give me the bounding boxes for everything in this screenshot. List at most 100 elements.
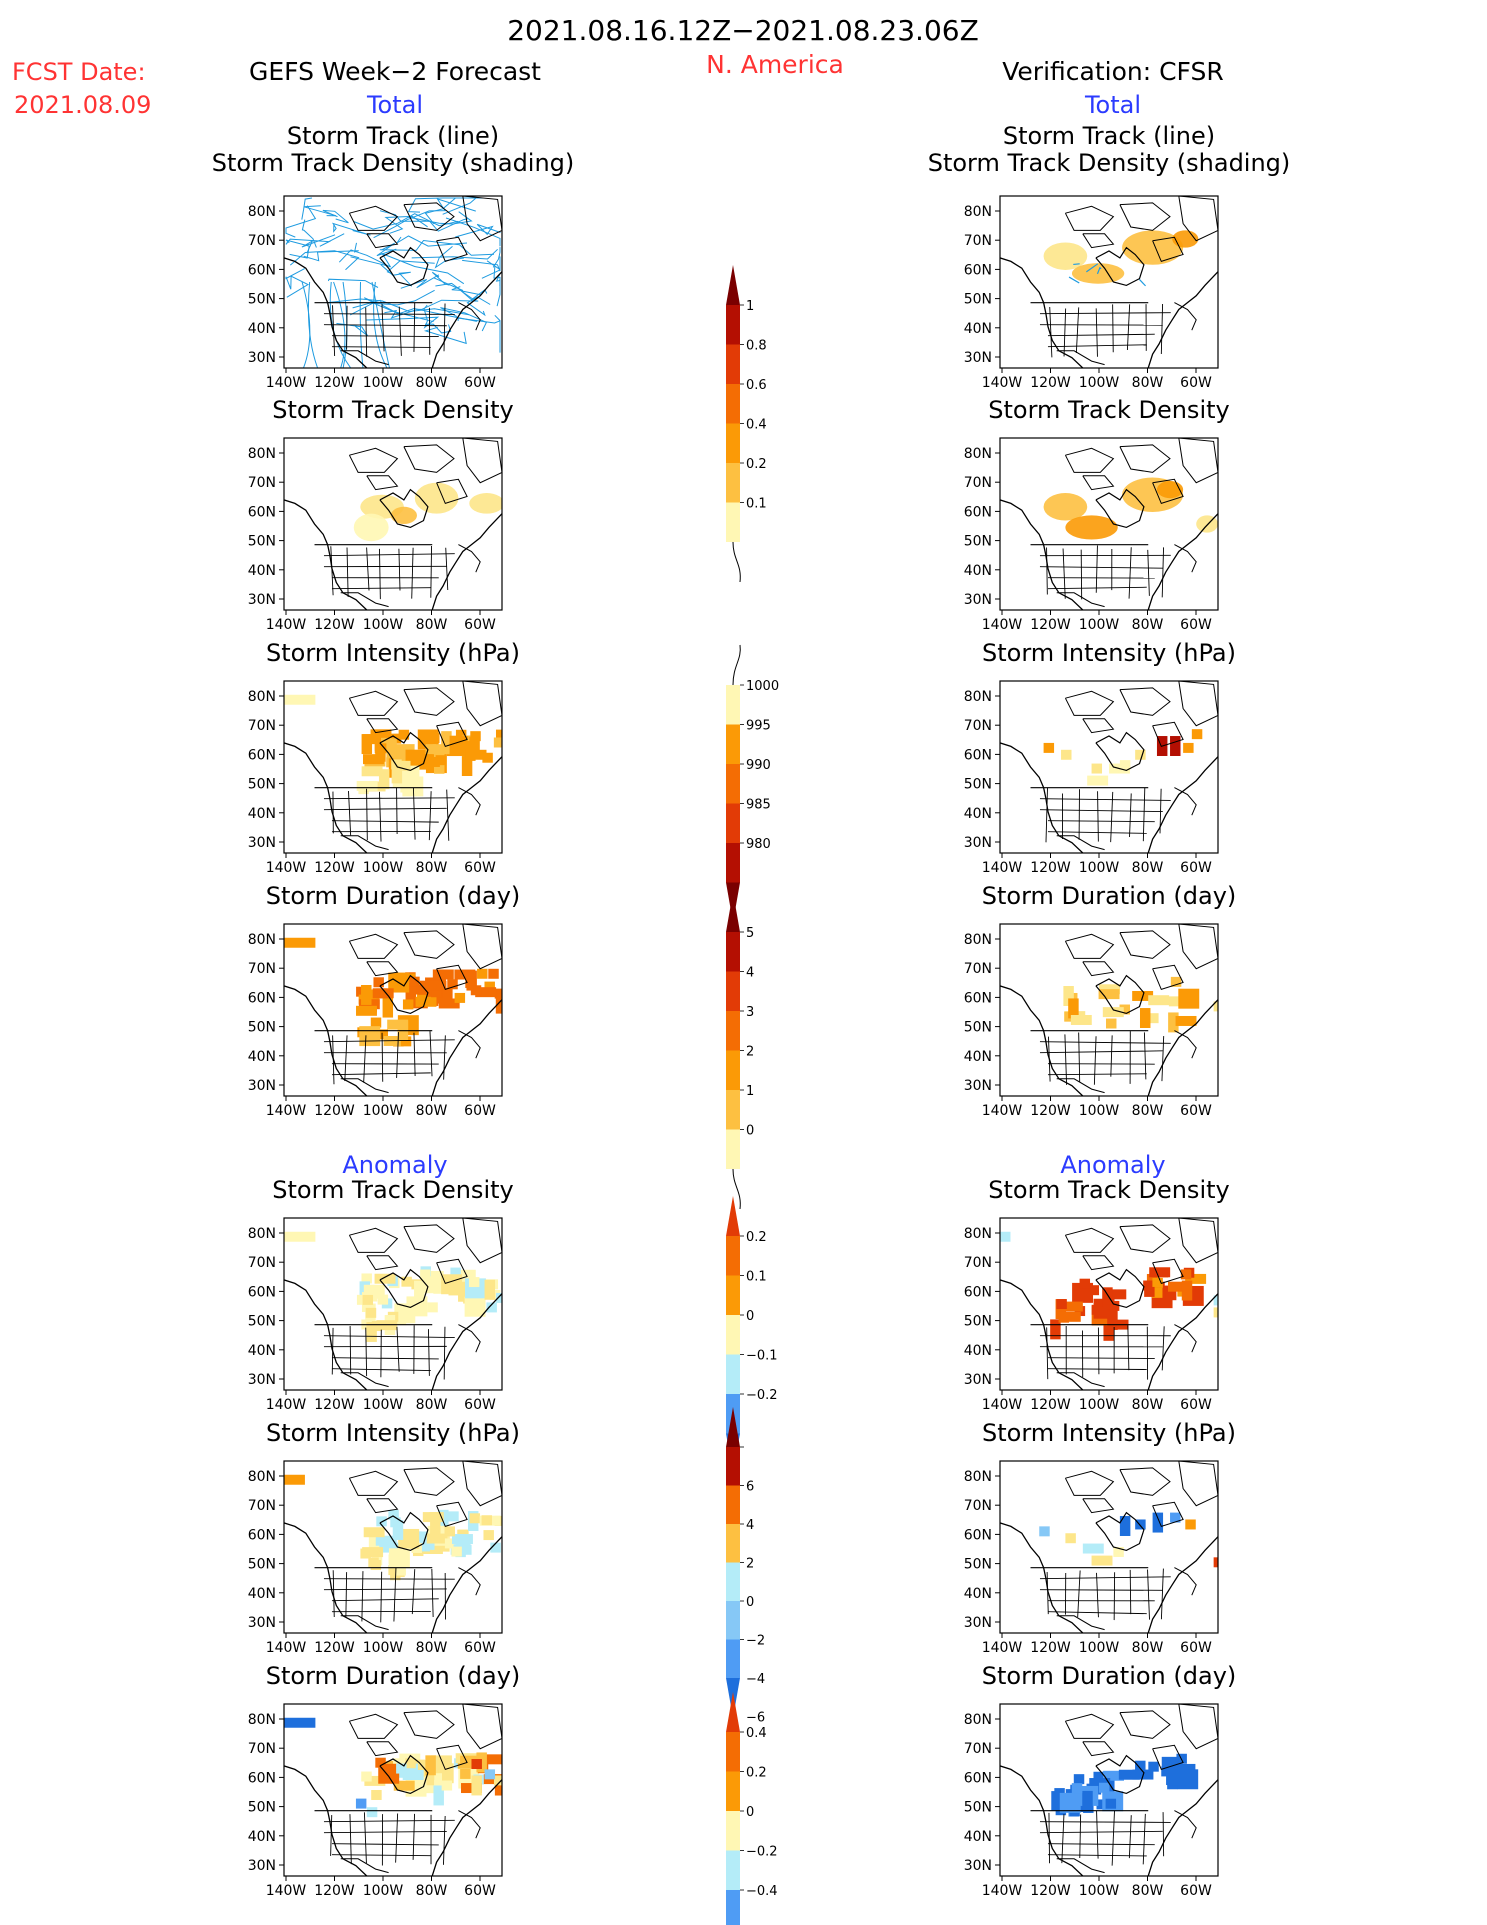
map-frame <box>283 680 503 854</box>
lon-tick-label: 100W <box>363 860 404 876</box>
grid-cell <box>362 1547 384 1558</box>
colorbar-tick-label: 0.6 <box>746 378 767 393</box>
lat-tick-label: 40N <box>248 563 276 579</box>
storm-track-line <box>407 197 470 213</box>
arctic-island <box>403 1467 455 1496</box>
panel-title: Storm Intensity (hPa) <box>266 1419 520 1447</box>
colorbar-segment <box>726 502 740 542</box>
grid-cell <box>1082 1790 1093 1811</box>
grid-cell <box>1000 1231 1011 1242</box>
lon-tick-label: 140W <box>266 860 307 876</box>
arctic-island <box>1152 1258 1184 1285</box>
grid-cell <box>493 737 502 748</box>
grid-cell <box>1170 736 1181 756</box>
state-borders <box>314 1567 455 1623</box>
arctic-island <box>1152 964 1184 991</box>
panel-title: Storm Track Density <box>988 1176 1229 1204</box>
east-coastline <box>1147 1779 1218 1876</box>
storm-track-line <box>327 278 379 288</box>
grid-cell <box>361 1771 372 1782</box>
lat-tick-label: 70N <box>964 1741 992 1757</box>
arctic-island <box>462 196 502 242</box>
lon-tick-label: 60W <box>1180 860 1212 876</box>
grid-cell <box>1059 1792 1081 1813</box>
grid-cell <box>398 1528 420 1549</box>
grid-cell <box>485 1754 502 1765</box>
storm-track-line <box>462 256 501 272</box>
arctic-island <box>348 447 399 473</box>
great-lakes <box>458 1567 481 1596</box>
grid-cell <box>1144 1286 1155 1297</box>
grid-cell <box>356 780 378 791</box>
lon-tick-label: 80W <box>1132 860 1164 876</box>
map-frame <box>999 1460 1219 1634</box>
grid-cell <box>1098 989 1120 1000</box>
grid-cell <box>1168 1012 1179 1033</box>
grid-cell <box>400 760 411 771</box>
lat-tick-label: 30N <box>248 1615 276 1631</box>
colorbar-tick-label: 0 <box>746 1124 754 1139</box>
colorbar-tick-label: 4 <box>746 966 754 981</box>
lat-tick-label: 80N <box>248 1469 276 1485</box>
grid-cell <box>366 1321 377 1342</box>
right-anomaly-label: Anomaly <box>1060 1151 1165 1179</box>
lat-tick-label: 70N <box>964 961 992 977</box>
lon-tick-label: 80W <box>1132 617 1164 633</box>
lon-tick-label: 100W <box>363 1640 404 1656</box>
colorbar-tick-label: −0.1 <box>746 1349 778 1364</box>
map-panel-track-cfsr: Storm Track (line)Storm Track Density (s… <box>928 122 1291 391</box>
map-panel-dens-cfsr: Storm Track Density 80N 70N 60N 50N 40N 30N 140… <box>964 396 1230 633</box>
arctic-island <box>1178 438 1218 484</box>
storm-tracks <box>285 197 501 368</box>
map-frame <box>283 195 503 369</box>
map-frame <box>283 437 503 611</box>
lon-tick-label: 80W <box>416 1883 448 1899</box>
grid-cell <box>465 749 487 760</box>
colorbar-tick-label: 0.2 <box>746 1766 767 1781</box>
grid-cell <box>409 976 420 987</box>
grid-cell <box>1091 763 1103 774</box>
lat-tick-label: 30N <box>964 1858 992 1874</box>
colorbar-tick-label: 0.2 <box>746 1230 767 1245</box>
grid-cell <box>1107 1309 1118 1330</box>
storm-track-line <box>285 239 310 259</box>
storm-track-line <box>301 281 311 368</box>
grid-cell <box>1105 1798 1117 1809</box>
lon-tick-label: 60W <box>464 1883 496 1899</box>
colorbar-segment <box>726 803 740 843</box>
grid-cell <box>1106 1018 1117 1029</box>
colorbar-tick-label: 1 <box>746 299 754 314</box>
lon-tick-label: 100W <box>1079 375 1120 391</box>
grid-cell <box>419 980 441 991</box>
colorbar-tick-label: 1 <box>746 1084 754 1099</box>
lon-tick-label: 120W <box>314 1397 355 1413</box>
lat-tick-label: 50N <box>248 1800 276 1816</box>
grid-cell <box>470 985 482 996</box>
grid-cell <box>1143 1280 1154 1291</box>
lat-tick-label: 60N <box>248 747 276 763</box>
lon-tick-label: 100W <box>1079 617 1120 633</box>
arctic-island <box>1119 930 1171 959</box>
grid-cell <box>396 1763 407 1774</box>
storm-track-line <box>331 222 371 236</box>
storm-track-line <box>350 252 465 285</box>
state-borders <box>314 1810 455 1866</box>
lat-tick-label: 30N <box>964 835 992 851</box>
colorbar-tick-label: −2 <box>746 1634 765 1649</box>
colorbar-segment <box>726 463 740 503</box>
map-frame <box>999 1703 1219 1877</box>
colorbar-top-arrow <box>726 265 740 305</box>
lon-tick-label: 80W <box>416 1397 448 1413</box>
lon-tick-label: 140W <box>982 375 1023 391</box>
storm-track-line <box>285 268 310 298</box>
grid-cell <box>361 734 373 755</box>
lat-tick-label: 30N <box>248 350 276 366</box>
grid-cell <box>381 737 392 748</box>
west-coastline <box>1000 499 1084 610</box>
lat-tick-label: 30N <box>248 1858 276 1874</box>
grid-cell <box>486 1302 497 1313</box>
grid-cell <box>1103 1320 1114 1341</box>
storm-track-line <box>1138 278 1146 287</box>
lon-tick-label: 80W <box>1132 1103 1164 1119</box>
arctic-island <box>1064 205 1115 231</box>
